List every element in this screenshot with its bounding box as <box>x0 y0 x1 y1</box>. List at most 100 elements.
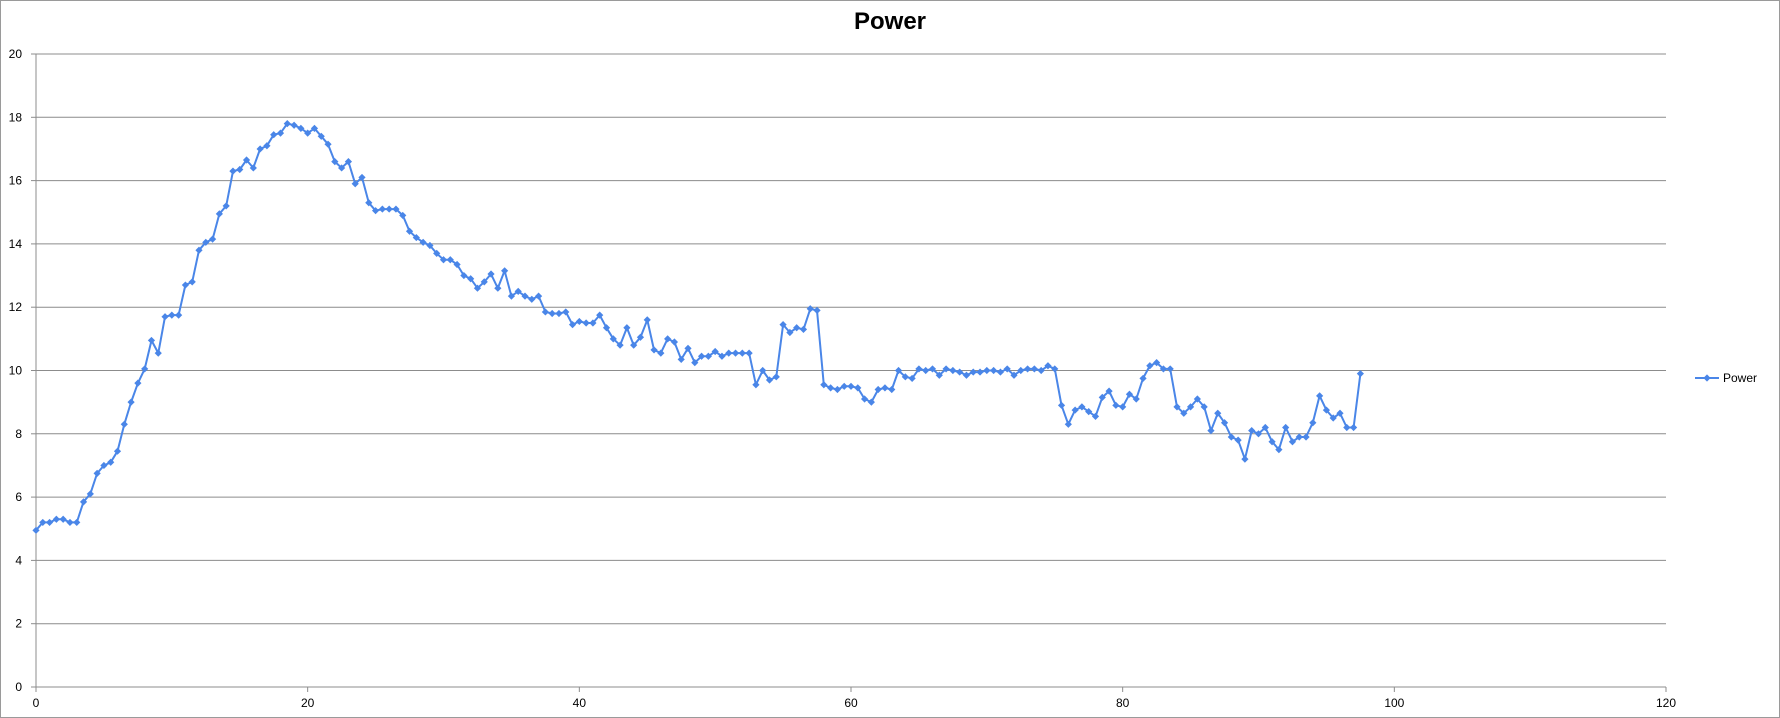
data-point <box>1173 403 1181 411</box>
data-point <box>1105 387 1113 395</box>
data-point <box>664 335 672 343</box>
data-point <box>1023 365 1032 373</box>
y-tick-labels: 0 2 4 6 8 10 12 14 16 18 20 <box>9 47 23 694</box>
data-point <box>1248 427 1256 435</box>
data-point <box>562 308 570 316</box>
data-point <box>630 341 638 349</box>
data-point <box>867 398 875 406</box>
data-point <box>66 518 74 527</box>
data-point <box>358 173 366 182</box>
data-point <box>317 132 325 140</box>
data-point <box>188 278 196 286</box>
data-point <box>276 129 285 137</box>
data-point <box>236 165 244 174</box>
data-point <box>779 321 787 329</box>
data-point <box>1017 366 1025 375</box>
x-tick-labels: 0 20 40 60 80 100 120 <box>33 696 1677 710</box>
data-point <box>433 249 441 257</box>
data-point <box>1275 446 1283 454</box>
data-point <box>806 305 814 313</box>
data-point <box>39 518 47 527</box>
data-point <box>1288 438 1297 446</box>
data-point <box>1159 365 1168 373</box>
data-point <box>460 271 468 280</box>
data-point <box>256 145 264 153</box>
data-point <box>195 246 203 254</box>
data-point <box>32 526 40 534</box>
y-tick-label-2: 2 <box>15 617 22 631</box>
data-point <box>1166 365 1174 373</box>
data-point <box>310 124 319 132</box>
data-point <box>127 398 135 406</box>
data-point <box>935 371 943 379</box>
data-point <box>1349 423 1358 432</box>
data-point <box>697 352 706 360</box>
data-point <box>304 129 312 137</box>
data-point <box>582 319 590 327</box>
y-tick-label-0: 0 <box>15 680 22 694</box>
data-point <box>79 498 88 506</box>
data-point <box>1193 395 1201 403</box>
data-point <box>643 316 651 324</box>
data-point <box>799 325 808 333</box>
data-point <box>1282 423 1290 432</box>
data-point <box>990 366 998 375</box>
data-point <box>1132 395 1140 403</box>
data-point <box>575 317 583 326</box>
data-point <box>1207 427 1215 435</box>
data-point <box>1322 406 1331 414</box>
series-line-0 <box>35 122 1362 531</box>
data-point <box>1010 371 1018 379</box>
data-point <box>813 306 821 314</box>
data-point <box>759 366 767 375</box>
data-point <box>494 284 502 292</box>
data-point <box>297 124 305 132</box>
data-point <box>1309 419 1317 427</box>
data-point <box>623 324 631 332</box>
data-point <box>439 256 448 264</box>
data-point <box>833 385 842 394</box>
data-point <box>202 238 210 246</box>
data-point <box>208 235 217 243</box>
data-point <box>541 308 549 316</box>
data-point <box>1200 403 1208 411</box>
data-point <box>691 358 699 367</box>
data-point <box>1186 403 1195 411</box>
data-point <box>242 156 251 164</box>
data-point <box>731 349 740 357</box>
data-point <box>908 374 916 383</box>
data-point <box>371 207 380 215</box>
data-point <box>1119 403 1127 411</box>
data-point <box>1241 455 1249 463</box>
data-point <box>405 227 414 235</box>
data-point <box>134 379 142 387</box>
data-point <box>820 381 828 389</box>
data-point <box>650 346 658 354</box>
data-point <box>215 210 223 218</box>
data-point <box>1227 433 1235 441</box>
data-point <box>1112 401 1120 409</box>
data-point <box>175 311 183 319</box>
data-point <box>113 447 122 455</box>
data-point <box>942 365 950 373</box>
data-point <box>467 275 475 283</box>
data-point <box>1261 423 1269 432</box>
data-point <box>1180 409 1188 417</box>
data-point <box>922 366 930 375</box>
data-point <box>154 349 162 357</box>
data-point <box>888 385 896 394</box>
data-point <box>147 336 156 345</box>
data-point <box>419 238 427 246</box>
data-point <box>827 384 835 392</box>
data-point <box>915 365 923 373</box>
data-point <box>1295 433 1303 441</box>
x-tick-label-100: 100 <box>1384 696 1404 710</box>
y-tick-label-6: 6 <box>15 490 22 504</box>
data-point <box>589 319 597 327</box>
data-point <box>351 180 359 188</box>
data-point <box>1071 406 1079 414</box>
data-point <box>874 385 882 394</box>
data-point <box>283 120 291 128</box>
data-point <box>263 142 271 150</box>
